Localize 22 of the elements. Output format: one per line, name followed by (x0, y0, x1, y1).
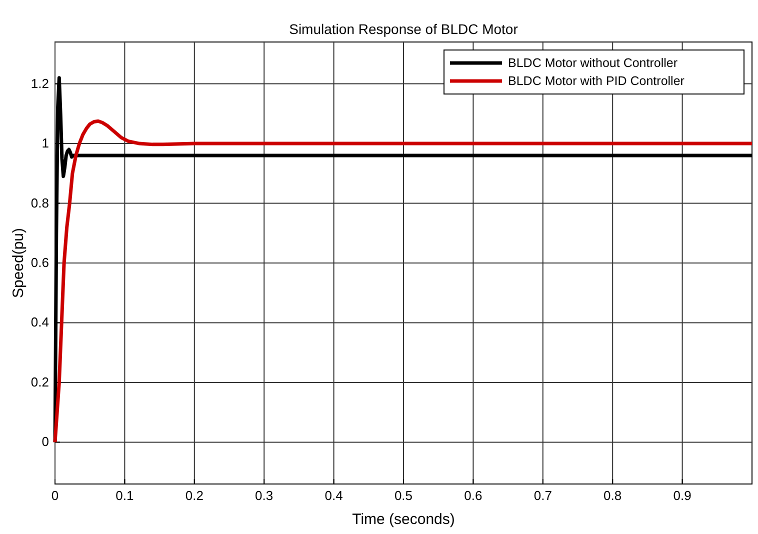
x-tick-label: 0.4 (324, 488, 343, 503)
y-tick-label: 0 (42, 434, 49, 450)
legend-label: BLDC Motor without Controller (508, 56, 678, 70)
y-tick-label: 0.6 (30, 255, 49, 270)
x-axis-title: Time (seconds) (352, 511, 455, 528)
y-tick-label: 0.8 (30, 195, 49, 210)
y-tick-label: 1.2 (30, 76, 49, 91)
y-tick-label: 0.2 (30, 374, 49, 390)
x-tick-label: 0.8 (604, 488, 622, 503)
x-tick-label: 0.7 (534, 488, 552, 503)
y-tick-label: 0.4 (30, 314, 49, 330)
x-tick-label: 0 (51, 488, 59, 503)
chart-title: Simulation Response of BLDC Motor (289, 21, 518, 37)
legend-label: BLDC Motor with PID Controller (508, 74, 684, 88)
x-tick-label: 0.5 (394, 488, 413, 503)
x-tick-label: 0.3 (255, 488, 274, 503)
x-tick-label: 0.1 (116, 488, 134, 503)
x-tick-label: 0.9 (673, 488, 692, 503)
x-tick-label: 0.2 (185, 488, 204, 503)
x-tick-label: 0.6 (464, 488, 482, 503)
y-axis-title: Speed(pu) (10, 228, 27, 298)
y-tick-label: 1 (42, 136, 49, 151)
